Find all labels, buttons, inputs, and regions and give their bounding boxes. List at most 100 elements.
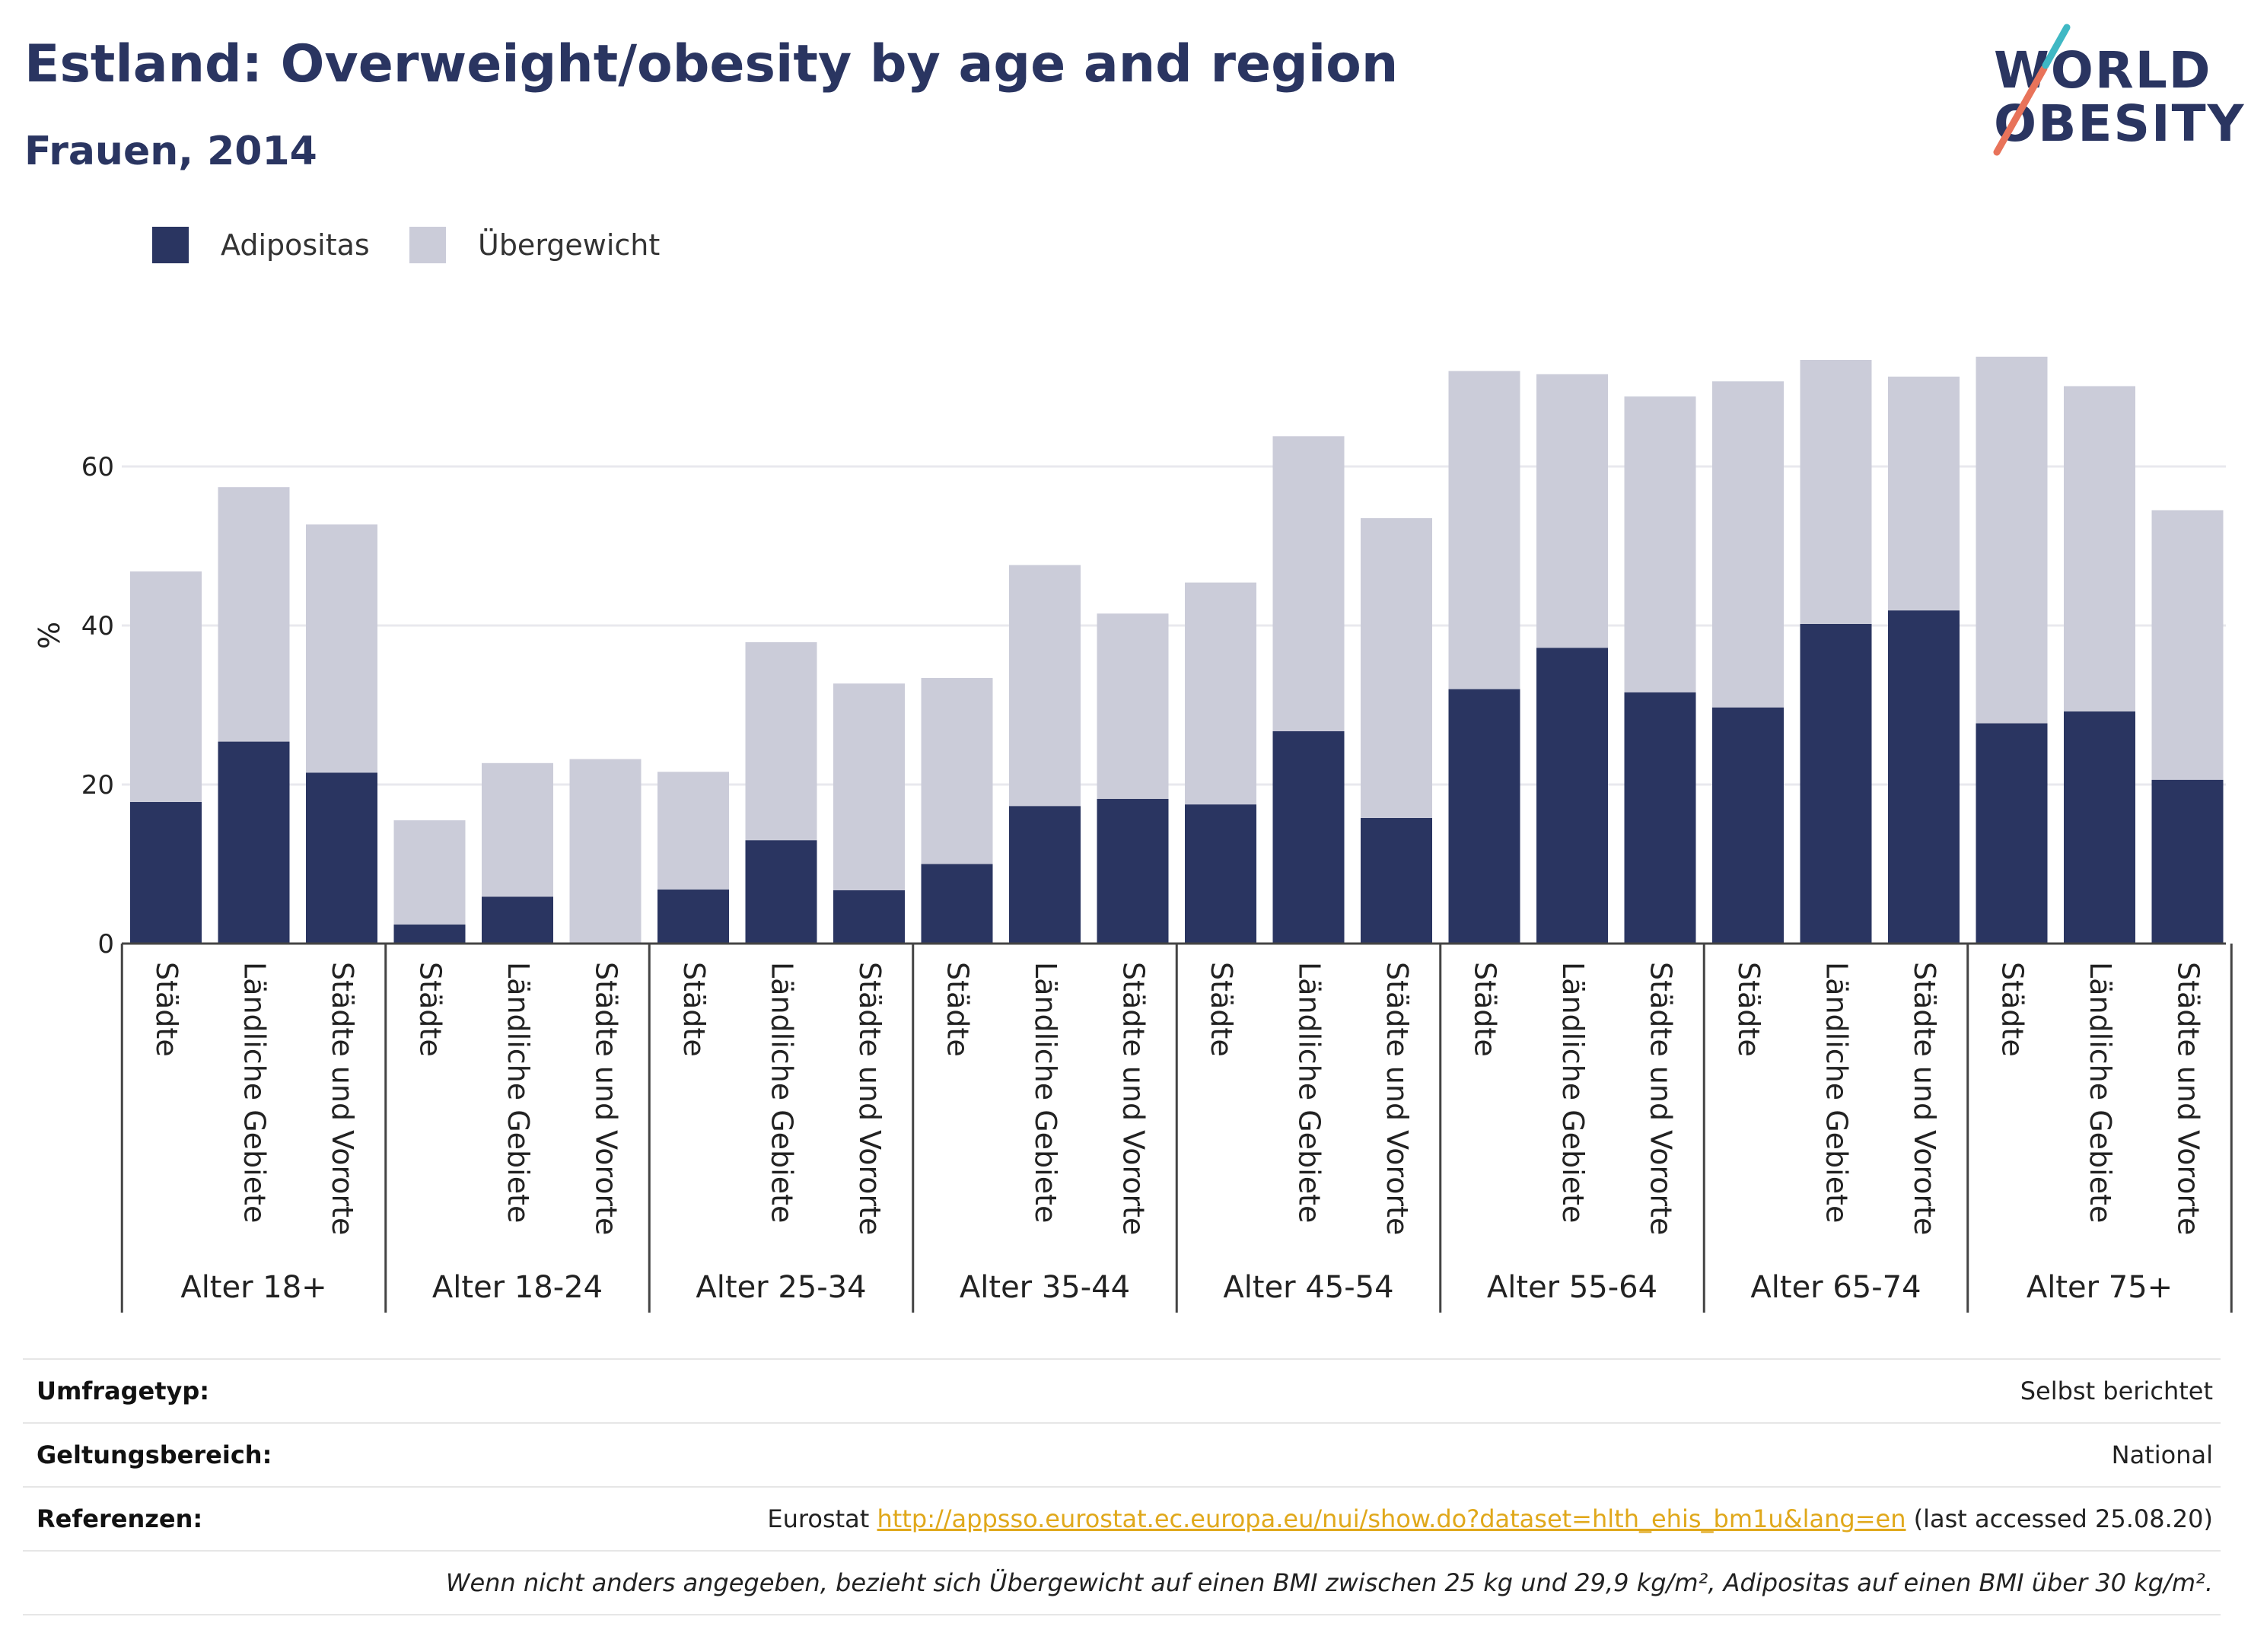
bar-adipositas-2 [306,772,377,944]
bar-uebergewicht-9 [921,677,993,864]
x-tick-label-20: Städte und Vororte [1908,962,1941,1235]
reference-link[interactable]: http://appsso.eurostat.ec.europa.eu/nui/… [877,1504,1906,1533]
bar-adipositas-3 [393,924,466,944]
meta-row-coverage: Geltungsbereich: National [23,1422,2221,1486]
meta-value-coverage: National [2111,1440,2213,1469]
legend-label-uebergewicht: Übergewicht [478,228,661,262]
bar-uebergewicht-3 [393,820,466,925]
x-tick-label-4: Ländliche Gebiete [501,962,535,1223]
bar-adipositas-0 [130,801,202,944]
x-tick-label-19: Ländliche Gebiete [1820,962,1854,1223]
logo-slash-icon [1993,24,2071,156]
x-tick-label-10: Ländliche Gebiete [1029,962,1062,1223]
chart-subtitle: Frauen, 2014 [24,129,317,174]
group-label-4: Alter 45-54 [1223,1270,1393,1305]
meta-row-note: Wenn nicht anders angegeben, bezieht sic… [23,1550,2221,1615]
bar-uebergewicht-19 [1800,359,1872,624]
y-tick-label-40: 40 [81,611,114,641]
bar-adipositas-11 [1097,798,1169,944]
bar-uebergewicht-2 [306,524,377,773]
meta-key-coverage: Geltungsbereich: [37,1440,272,1469]
reference-source: Eurostat [767,1504,870,1533]
bar-uebergewicht-12 [1185,582,1256,805]
bmi-definition-note: Wenn nicht anders angegeben, bezieht sic… [445,1568,2213,1597]
bar-uebergewicht-10 [1009,565,1081,807]
group-label-2: Alter 25-34 [696,1270,866,1305]
y-axis-label: % [33,622,66,649]
bar-adipositas-13 [1272,731,1345,944]
bar-uebergewicht-6 [657,772,729,890]
group-label-0: Alter 18+ [180,1270,326,1305]
bar-uebergewicht-4 [482,762,553,897]
legend-swatch-adipositas [152,227,189,263]
bar-adipositas-12 [1185,804,1256,944]
x-tick-label-21: Städte [1996,962,2030,1057]
x-tick-label-12: Städte [1205,962,1238,1057]
x-tick-label-8: Städte und Vororte [853,962,887,1235]
logo-line-obesity: OBESITY [1994,94,2246,153]
bar-adipositas-8 [833,890,905,944]
bar-uebergewicht-18 [1712,381,1784,708]
bar-adipositas-6 [657,889,729,944]
meta-value-survey-type: Selbst berichtet [2020,1377,2213,1405]
bar-uebergewicht-13 [1272,436,1345,731]
bar-adipositas-10 [1009,806,1081,944]
group-label-6: Alter 65-74 [1750,1270,1921,1305]
x-tick-label-9: Städte [941,962,975,1057]
bar-uebergewicht-21 [1976,356,2048,724]
y-tick-label-60: 60 [81,452,114,482]
bar-uebergewicht-20 [1888,376,1960,611]
group-label-5: Alter 55-64 [1487,1270,1657,1305]
bar-adipositas-9 [921,864,993,944]
bar-uebergewicht-16 [1536,374,1608,648]
x-tick-label-16: Ländliche Gebiete [1556,962,1590,1223]
x-tick-label-5: Städte und Vororte [590,962,623,1235]
world-obesity-logo: WORLD OBESITY [1986,23,2243,160]
bar-adipositas-18 [1712,707,1784,944]
bar-adipositas-15 [1448,689,1520,944]
x-tick-label-23: Städte und Vororte [2172,962,2205,1235]
chart-title: Estland: Overweight/obesity by age and r… [24,34,1399,94]
bar-uebergewicht-1 [218,487,290,742]
bar-adipositas-1 [218,741,290,944]
meta-row-references: Referenzen: Eurostat http://appsso.euros… [23,1486,2221,1550]
bar-adipositas-21 [1976,723,2048,944]
x-tick-label-0: Städte [150,962,183,1057]
bar-uebergewicht-0 [130,571,202,802]
bar-adipositas-4 [482,896,553,944]
bar-adipositas-7 [745,840,817,944]
meta-key-survey-type: Umfragetyp: [37,1377,210,1405]
bar-adipositas-23 [2151,779,2224,944]
bar-uebergewicht-22 [2064,386,2135,711]
x-tick-label-14: Städte und Vororte [1380,962,1414,1235]
meta-key-references: Referenzen: [37,1504,203,1533]
x-tick-label-7: Ländliche Gebiete [766,962,799,1223]
bar-adipositas-19 [1800,623,1872,944]
x-tick-label-11: Städte und Vororte [1117,962,1151,1235]
reference-accessed: (last accessed 25.08.20) [1913,1504,2213,1533]
bar-uebergewicht-14 [1361,517,1432,818]
y-tick-label-20: 20 [81,770,114,801]
group-label-3: Alter 35-44 [960,1270,1130,1305]
x-tick-label-6: Städte [677,962,711,1057]
bar-adipositas-20 [1888,610,1960,944]
bar-uebergewicht-11 [1097,613,1169,799]
group-label-7: Alter 75+ [2027,1270,2173,1305]
bar-uebergewicht-8 [833,683,905,890]
x-tick-label-2: Städte und Vororte [326,962,359,1235]
bar-uebergewicht-5 [569,759,642,944]
meta-row-survey-type: Umfragetyp: Selbst berichtet [23,1358,2221,1422]
stacked-bar-chart: 0 20 40 60% Städte Ländliche Gebiete Städte un… [33,356,2233,1313]
bar-adipositas-22 [2064,711,2135,944]
legend-label-adipositas: Adipositas [221,228,370,262]
x-tick-label-3: Städte [414,962,447,1057]
meta-value-references: Eurostat http://appsso.eurostat.ec.europ… [767,1488,2213,1550]
bar-adipositas-16 [1536,648,1608,944]
legend-swatch-uebergewicht [409,227,446,263]
x-tick-label-18: Städte [1732,962,1765,1057]
x-tick-label-1: Ländliche Gebiete [238,962,272,1223]
x-tick-label-15: Städte [1469,962,1502,1057]
metadata-table: Umfragetyp: Selbst berichtet Geltungsber… [23,1358,2221,1615]
bar-adipositas-17 [1624,692,1696,944]
bar-adipositas-14 [1361,817,1432,944]
